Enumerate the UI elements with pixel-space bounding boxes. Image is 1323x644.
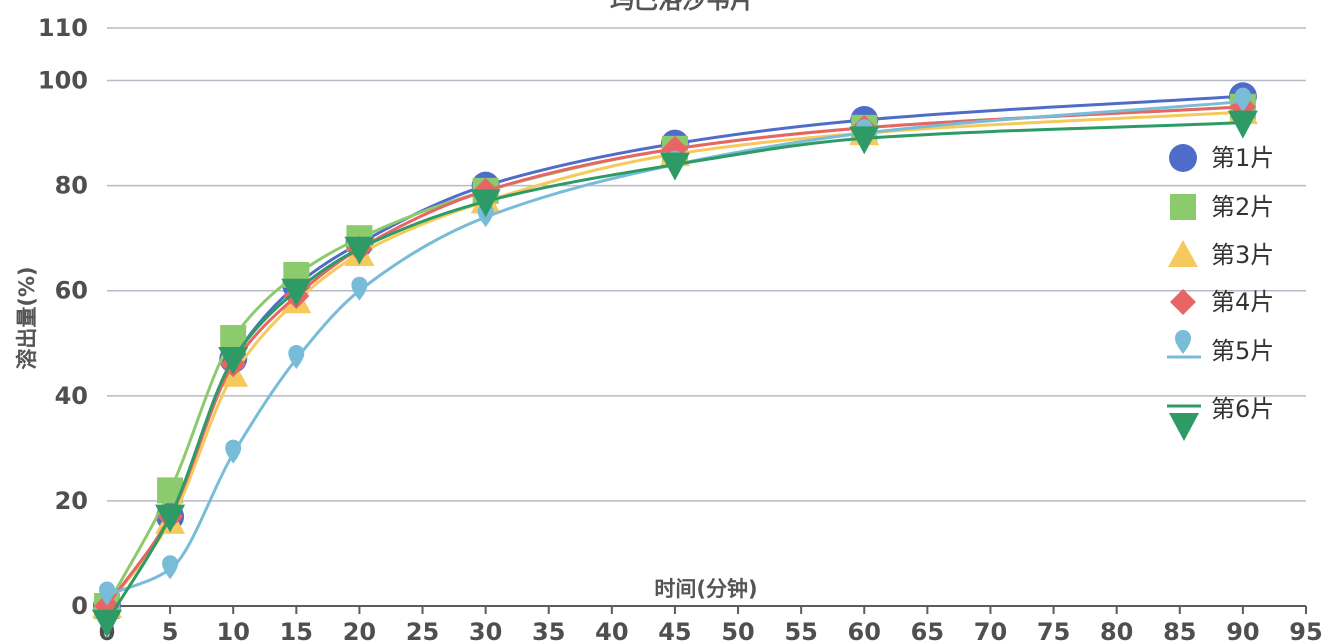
series-5-point-5 xyxy=(351,276,368,301)
legend-marker-2 xyxy=(1170,194,1196,220)
x-tick-label-6: 30 xyxy=(469,618,502,644)
x-tick-label-18: 90 xyxy=(1226,618,1259,644)
series-6-point-4 xyxy=(281,278,312,307)
series-6-point-3 xyxy=(218,347,249,376)
y-tick-label-4: 80 xyxy=(55,172,88,200)
x-axis-title: 时间(分钟) xyxy=(654,577,757,601)
legend-marker-5 xyxy=(1175,330,1191,354)
x-tick-label-2: 10 xyxy=(217,618,250,644)
legend-label-5: 第5片 xyxy=(1211,337,1274,365)
x-tick-label-7: 35 xyxy=(532,618,565,644)
x-tick-label-1: 5 xyxy=(162,618,179,644)
series-2-line xyxy=(105,105,1245,608)
y-tick-label-5: 100 xyxy=(38,67,88,95)
series-6-line xyxy=(105,121,1245,624)
legend-label-6: 第6片 xyxy=(1211,395,1274,423)
series-6 xyxy=(92,110,1258,638)
legend-label-1: 第1片 xyxy=(1211,144,1274,172)
chart-title: 玛巴洛沙韦片 xyxy=(610,0,754,14)
y-tick-label-2: 40 xyxy=(55,382,88,410)
legend-label-4: 第4片 xyxy=(1211,288,1274,316)
x-tick-label-3: 15 xyxy=(280,618,313,644)
series-6-point-7 xyxy=(659,152,690,181)
y-tick-label-1: 20 xyxy=(55,487,88,515)
legend-marker-1 xyxy=(1169,144,1197,172)
x-tick-label-14: 70 xyxy=(974,618,1007,644)
series-5-line xyxy=(105,100,1245,597)
x-tick-label-19: 95 xyxy=(1289,618,1322,644)
series-5-point-1 xyxy=(99,581,115,606)
y-tick-label-0: 0 xyxy=(71,592,88,620)
series-6-point-8 xyxy=(849,126,880,155)
y-tick-label-3: 60 xyxy=(55,277,88,305)
legend-item-3: 第3片 xyxy=(1168,240,1274,269)
legend-item-5: 第5片 xyxy=(1167,330,1274,365)
x-tick-label-5: 25 xyxy=(406,618,439,644)
x-tick-label-8: 40 xyxy=(595,618,628,644)
legend-item-2: 第2片 xyxy=(1170,193,1274,221)
series-4-line xyxy=(105,105,1245,608)
x-tick-label-16: 80 xyxy=(1100,618,1133,644)
legend-item-4: 第4片 xyxy=(1170,288,1274,316)
series-6-point-5 xyxy=(344,236,375,265)
x-tick-label-4: 20 xyxy=(343,618,376,644)
legend-marker-4 xyxy=(1170,289,1196,315)
y-axis-title: 溶出量(%) xyxy=(15,266,39,369)
series-6-point-2 xyxy=(155,504,186,533)
series-5-point-3 xyxy=(225,439,242,464)
y-tick-label-6: 110 xyxy=(38,14,88,42)
legend-item-1: 第1片 xyxy=(1169,144,1274,172)
legend-marker-3 xyxy=(1168,240,1198,267)
x-tick-label-15: 75 xyxy=(1037,618,1070,644)
series-6-point-9 xyxy=(1227,110,1258,139)
x-tick-label-12: 60 xyxy=(848,618,881,644)
series-layer xyxy=(92,82,1258,638)
legend-label-2: 第2片 xyxy=(1211,193,1274,221)
series-5-point-9 xyxy=(1234,87,1251,112)
x-tick-label-11: 55 xyxy=(784,618,817,644)
series-6-point-6 xyxy=(470,189,501,218)
x-tick-label-9: 45 xyxy=(658,618,691,644)
series-5-point-2 xyxy=(162,555,179,580)
legend-marker-6 xyxy=(1169,413,1199,441)
x-tick-label-13: 65 xyxy=(911,618,944,644)
legend-label-3: 第3片 xyxy=(1211,241,1274,269)
series-6-point-1 xyxy=(92,609,122,638)
series-5-point-4 xyxy=(288,345,305,370)
legend-item-6: 第6片 xyxy=(1167,395,1274,441)
x-tick-label-17: 85 xyxy=(1163,618,1196,644)
axis-layer: 0204060801001100510152025303540455055606… xyxy=(38,14,1323,644)
x-tick-label-10: 50 xyxy=(721,618,754,644)
grid-layer xyxy=(107,27,1306,607)
